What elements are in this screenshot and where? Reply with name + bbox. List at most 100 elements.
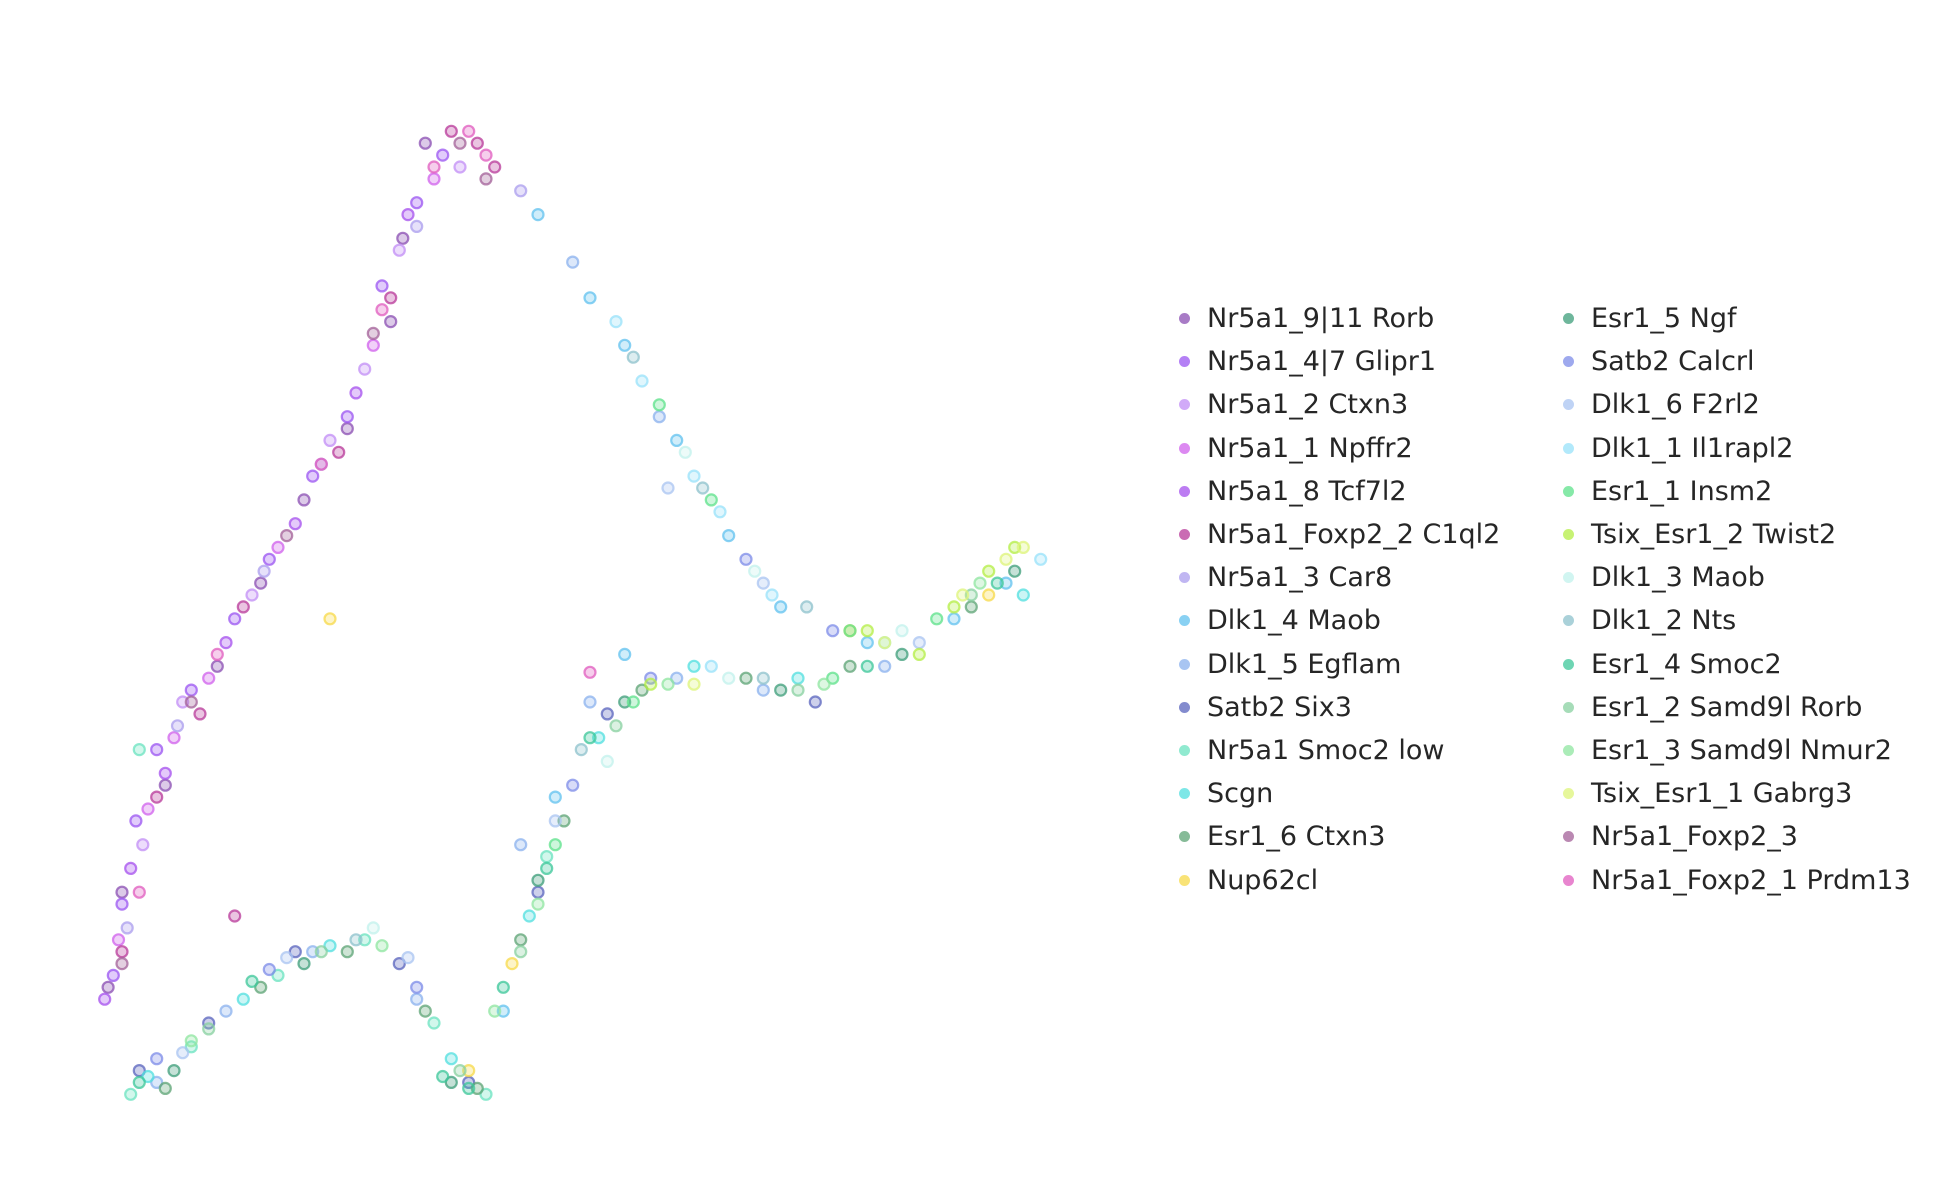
legend-item: Esr1_1 Insm2 [1554, 470, 1911, 513]
data-point [129, 814, 143, 828]
legend-marker-icon [1563, 874, 1574, 886]
data-point [687, 659, 701, 673]
legend-item: Nr5a1_9|11 Rorb [1170, 297, 1554, 340]
legend-marker-icon [1179, 831, 1190, 843]
data-point [912, 647, 926, 662]
series-nr5a1-9-11-rorb [101, 136, 432, 994]
data-point [644, 677, 658, 691]
data-point [739, 552, 753, 566]
legend-marker-icon [1179, 874, 1190, 886]
data-point [470, 136, 484, 150]
legend-marker-icon [1179, 313, 1190, 325]
data-point [531, 208, 545, 222]
data-point [375, 303, 389, 317]
legend-column-1: Nr5a1_9|11 Rorb Nr5a1_4|7 Glipr1 Nr5a1_2 C… [1170, 297, 1554, 902]
legend-marker-icon [1563, 658, 1574, 670]
legend-item: Dlk1_5 Egflam [1170, 643, 1554, 686]
legend-item: Dlk1_3 Maob [1554, 556, 1911, 599]
data-point [427, 160, 441, 174]
legend-item: Nr5a1_8 Tcf7l2 [1170, 470, 1554, 513]
legend-label: Satb2 Six3 [1207, 691, 1352, 723]
data-point [136, 838, 150, 852]
data-point [410, 219, 424, 233]
legend-marker-icon [1563, 615, 1574, 627]
data-point [600, 707, 614, 721]
legend-label: Scgn [1207, 778, 1274, 810]
data-point [193, 707, 207, 721]
series-esr1-1-insm2 [548, 398, 944, 852]
legend-item: Esr1_4 Smoc2 [1554, 643, 1911, 686]
data-point [618, 647, 632, 662]
data-point [912, 635, 926, 650]
data-point [427, 172, 441, 186]
data-point [531, 885, 545, 899]
legend-label: Esr1_3 Samd9l Nmur2 [1591, 734, 1892, 766]
series-nr5a1-smoc2-low [124, 742, 554, 1101]
data-point [696, 481, 710, 495]
data-point [288, 945, 302, 959]
data-point [392, 243, 406, 257]
legend-item: Nr5a1_3 Car8 [1170, 556, 1554, 599]
legend-label: Nr5a1_Foxp2_1 Prdm13 [1591, 864, 1911, 896]
series-dlk1-2-nts [349, 350, 814, 947]
data-point [860, 659, 874, 673]
data-point [531, 897, 545, 911]
data-point [583, 665, 597, 679]
data-point [262, 962, 276, 977]
data-point [262, 552, 276, 566]
data-point [462, 1081, 476, 1096]
series-nr5a1-1-npffr2 [111, 172, 441, 947]
legend-item: Esr1_2 Samd9l Rorb [1554, 686, 1911, 729]
legend-item: Tsix_Esr1_2 Twist2 [1554, 513, 1911, 556]
series-nr5a1-8-tcf7l2 [98, 208, 415, 1006]
data-point [982, 588, 996, 602]
data-point [583, 291, 597, 305]
data-point [514, 184, 528, 198]
legend-marker-icon [1179, 788, 1190, 800]
data-point [297, 493, 311, 507]
data-point [106, 968, 120, 983]
data-point [635, 374, 649, 388]
legend-item: Dlk1_4 Maob [1170, 599, 1554, 642]
data-point [895, 647, 909, 662]
data-point [618, 338, 632, 352]
data-point [514, 933, 528, 947]
data-point [826, 671, 840, 685]
data-point [375, 279, 389, 293]
series-nr5a1-2-ctxn3 [136, 160, 467, 852]
data-point [392, 956, 406, 971]
data-point [228, 612, 242, 626]
data-point [956, 588, 970, 602]
data-point [418, 1004, 432, 1018]
data-point [236, 992, 250, 1006]
legend-item: Tsix_Esr1_1 Gabrg3 [1554, 772, 1911, 815]
data-point [479, 172, 493, 186]
data-point [150, 742, 164, 757]
data-point [531, 873, 545, 887]
data-point [609, 315, 623, 329]
data-point [496, 980, 510, 994]
legend-label: Nr5a1_2 Ctxn3 [1207, 389, 1409, 421]
legend-marker-icon [1563, 744, 1574, 756]
data-point [488, 160, 502, 174]
series-esr1-5-ngf [167, 564, 1022, 1090]
series-nr5a1-4-7-glipr1 [106, 148, 450, 983]
data-point [687, 677, 701, 691]
legend-item: Nr5a1_1 Npffr2 [1170, 427, 1554, 470]
legend-column-2: Esr1_5 Ngf Satb2 Calcrl Dlk1_6 F2rl2 Dlk1_1… [1554, 297, 1911, 902]
data-point [1008, 564, 1022, 578]
legend-label: Dlk1_1 Il1rapl2 [1591, 432, 1794, 464]
data-point [791, 671, 805, 685]
data-point [522, 909, 536, 923]
data-point [111, 933, 126, 947]
data-point [860, 624, 874, 638]
series-tsix-esr1-1-gabrg3 [687, 540, 1030, 691]
legend: Nr5a1_9|11 Rorb Nr5a1_4|7 Glipr1 Nr5a1_2 C… [1170, 297, 1911, 902]
legend-marker-icon [1179, 572, 1190, 584]
legend-marker-icon [1563, 831, 1574, 843]
data-point [340, 945, 354, 959]
data-point [479, 148, 493, 162]
legend-marker-icon [1179, 529, 1190, 541]
data-point [756, 683, 770, 697]
